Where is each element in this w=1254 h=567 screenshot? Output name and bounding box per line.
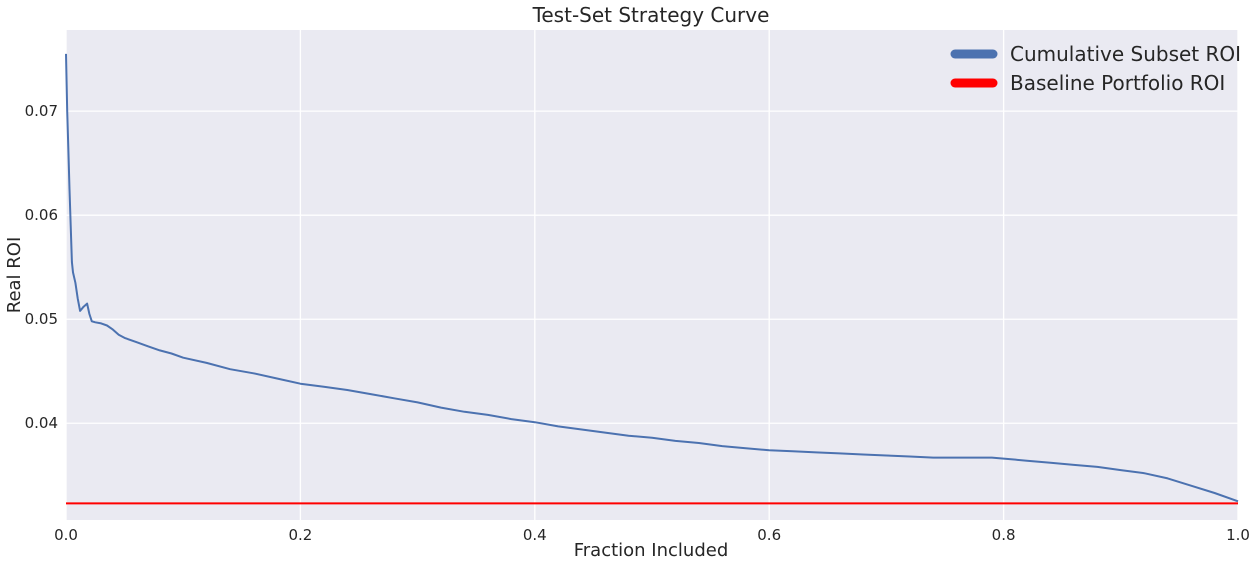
x-tick-label: 0.8	[992, 526, 1016, 544]
plot-area	[66, 30, 1238, 520]
legend: Cumulative Subset ROI Baseline Portfolio …	[950, 42, 1241, 95]
y-tick-label: 0.06	[25, 206, 58, 224]
tick-labels: 0.0 0.2 0.4 0.6 0.8 1.0 0.04 0.05 0.06 0.07	[25, 102, 1250, 544]
x-tick-label: 0.2	[288, 526, 312, 544]
y-tick-label: 0.04	[25, 414, 58, 432]
grid-lines	[65, 30, 1239, 520]
chart-title: Test-Set Strategy Curve	[532, 3, 770, 27]
x-tick-label: 0.0	[54, 526, 78, 544]
series-layer	[65, 53, 1239, 505]
x-tick-label: 0.4	[523, 526, 547, 544]
legend-label-2: Baseline Portfolio ROI	[1010, 71, 1225, 95]
y-tick-label: 0.07	[25, 102, 58, 120]
y-tick-label: 0.05	[25, 310, 58, 328]
series-line-1	[65, 53, 1239, 503]
x-tick-label: 0.6	[757, 526, 781, 544]
x-tick-label: 1.0	[1226, 526, 1250, 544]
y-axis-label: Real ROI	[4, 237, 25, 314]
x-axis-label: Fraction Included	[574, 540, 729, 561]
legend-label-1: Cumulative Subset ROI	[1010, 42, 1241, 66]
